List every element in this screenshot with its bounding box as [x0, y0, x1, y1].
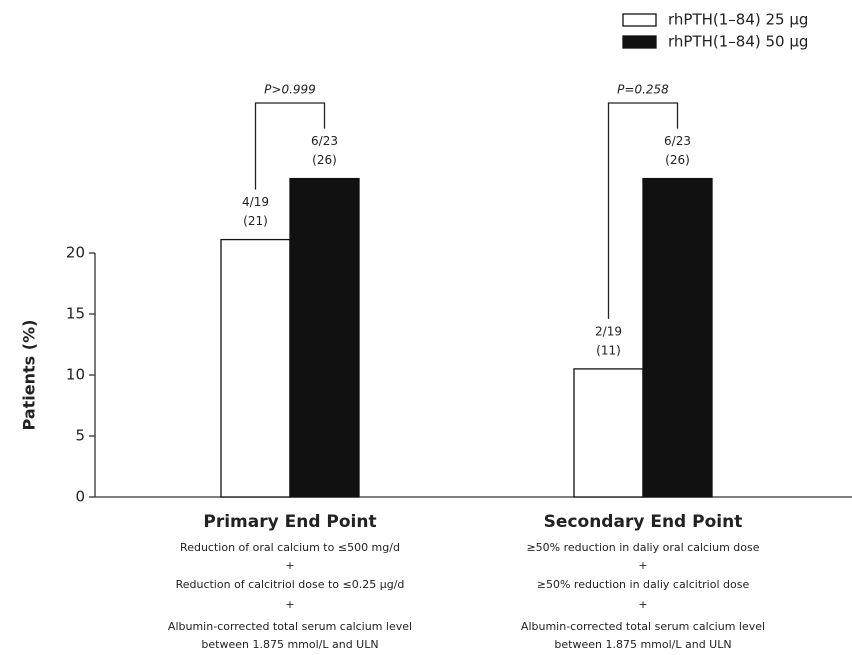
y-tick-label: 10 [66, 366, 85, 384]
p-value: P=0.258 [617, 83, 669, 97]
category-description: between 1.875 mmol/L and ULN [554, 638, 731, 651]
category-description: between 1.875 mmol/L and ULN [201, 638, 378, 651]
category-description: + [638, 559, 647, 572]
category-description: + [285, 559, 294, 572]
legend-label: rhPTH(1–84) 50 μg [668, 33, 808, 51]
bar [289, 177, 360, 498]
p-value: P>0.999 [264, 83, 316, 97]
category-description: Albumin-corrected total serum calcium le… [521, 620, 765, 633]
p-bracket [607, 102, 679, 319]
legend-swatch [622, 13, 657, 27]
fraction-label: 2/19 [595, 324, 622, 338]
y-axis-label: Patients (%) [20, 320, 39, 431]
bar [220, 238, 291, 498]
category-description: Albumin-corrected total serum calcium le… [168, 620, 412, 633]
legend-swatch [622, 35, 657, 49]
category-description: ≥50% reduction in daliy calcitriol dose [537, 578, 750, 591]
category-description: Reduction of oral calcium to ≤500 mg/d [180, 541, 400, 554]
value-label: (26) [665, 153, 690, 167]
value-label: (11) [596, 343, 621, 357]
category-description: + [638, 598, 647, 611]
value-label: (26) [312, 153, 337, 167]
legend-label: rhPTH(1–84) 25 μg [668, 11, 808, 29]
bar [573, 368, 644, 498]
y-tick-label: 20 [66, 244, 85, 262]
p-bracket [254, 102, 326, 190]
category-description: ≥50% reduction in daliy oral calcium dos… [526, 541, 759, 554]
y-tick-label: 5 [75, 427, 85, 445]
value-label: (21) [243, 214, 268, 228]
fraction-label: 4/19 [242, 195, 269, 209]
fraction-label: 6/23 [664, 134, 691, 148]
fraction-label: 6/23 [311, 134, 338, 148]
category-label: Primary End Point [203, 512, 376, 532]
y-tick-label: 15 [66, 305, 85, 323]
y-tick-label: 0 [75, 488, 85, 506]
category-label: Secondary End Point [544, 512, 743, 532]
bar [642, 177, 713, 498]
category-description: Reduction of calcitriol dose to ≤0.25 μg… [176, 578, 405, 591]
category-description: + [285, 598, 294, 611]
